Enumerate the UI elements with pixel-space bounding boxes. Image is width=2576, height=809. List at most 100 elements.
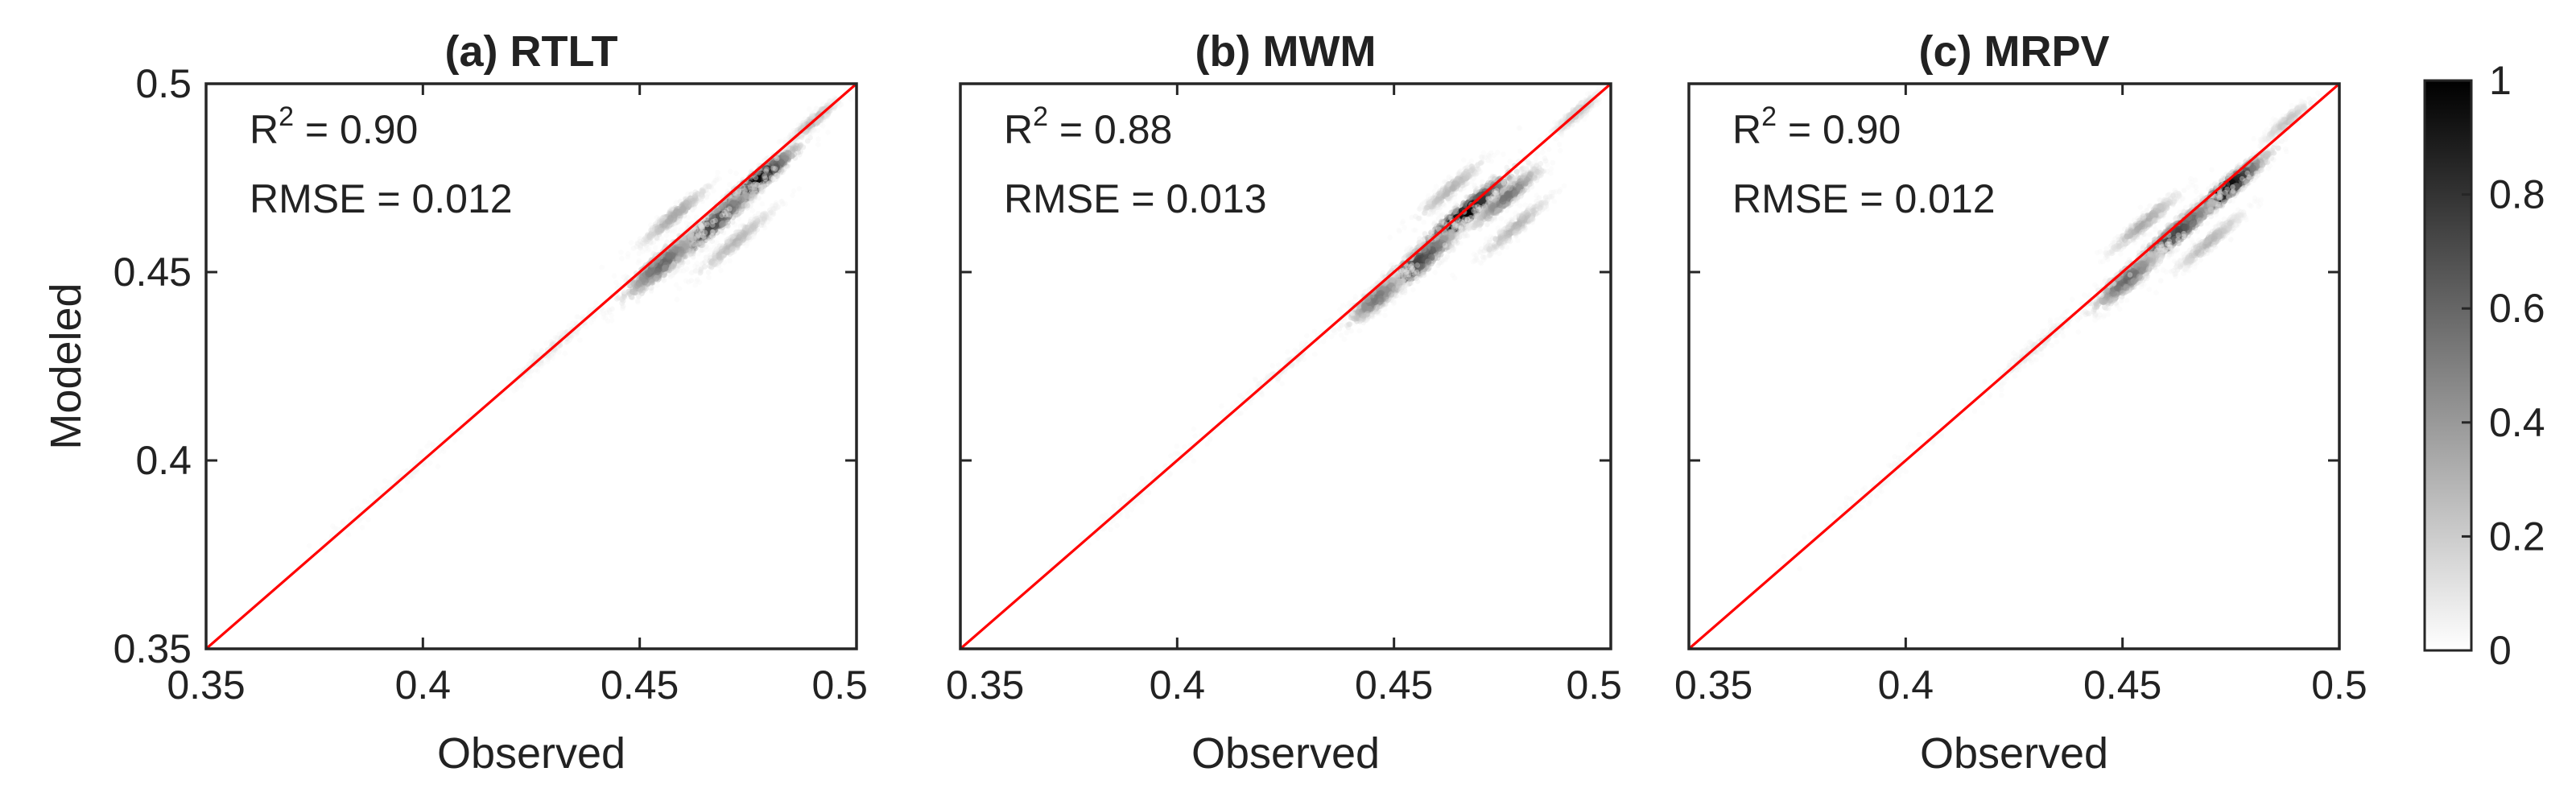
- density-point: [848, 93, 854, 99]
- density-point: [1505, 208, 1510, 213]
- density-point: [702, 259, 708, 265]
- x-tick-label: 0.5: [811, 662, 868, 708]
- density-point: [1388, 291, 1394, 298]
- density-point: [665, 218, 671, 225]
- density-point: [607, 309, 613, 315]
- density-point: [737, 232, 743, 238]
- density-point: [1550, 160, 1556, 166]
- density-point: [1501, 180, 1507, 186]
- density-point: [1500, 197, 1507, 204]
- density-point: [859, 81, 865, 87]
- density-point: [1397, 293, 1402, 299]
- density-point: [1514, 169, 1520, 175]
- density-point: [1452, 192, 1458, 197]
- density-point: [706, 270, 712, 275]
- density-point: [1491, 153, 1496, 159]
- density-point: [770, 166, 776, 171]
- density-point: [1396, 283, 1402, 288]
- density-point: [1494, 188, 1500, 193]
- density-point: [1480, 180, 1485, 185]
- density-point: [355, 506, 361, 511]
- density-point: [436, 464, 441, 469]
- density-point: [739, 208, 745, 214]
- density-point: [1431, 221, 1437, 227]
- density-point: [750, 208, 756, 213]
- density-point: [1458, 225, 1463, 230]
- density-point: [600, 265, 605, 270]
- density-point: [1404, 246, 1410, 252]
- reference-line-layer: [206, 84, 857, 649]
- density-point: [764, 167, 770, 172]
- density-point: [1397, 229, 1402, 234]
- density-point: [1540, 150, 1546, 155]
- density-point: [653, 246, 658, 251]
- density-point: [384, 496, 390, 501]
- density-point: [815, 136, 821, 142]
- density-point: [745, 225, 750, 231]
- density-point: [1476, 208, 1481, 213]
- density-point: [677, 210, 683, 217]
- density-point: [662, 265, 668, 271]
- density-point: [1337, 326, 1343, 332]
- density-point: [1394, 274, 1400, 280]
- density-point: [1461, 157, 1467, 163]
- density-point: [1342, 336, 1348, 342]
- density-point: [726, 213, 732, 218]
- density-point: [1548, 171, 1554, 176]
- density-point: [653, 275, 659, 282]
- density-point: [690, 207, 696, 213]
- density-point: [704, 222, 710, 228]
- density-point: [719, 213, 724, 218]
- density-point: [430, 442, 436, 448]
- density-point: [1344, 330, 1349, 336]
- density-point: [1348, 328, 1354, 334]
- density-point: [1530, 161, 1535, 167]
- density-point: [676, 218, 682, 224]
- density-point: [781, 201, 786, 207]
- density-point: [800, 144, 806, 150]
- density-point: [635, 260, 641, 266]
- panel-title: (a) RTLT: [445, 27, 618, 76]
- density-point: [577, 337, 583, 343]
- density-point: [1506, 185, 1513, 192]
- y-tick-label: 0.4: [135, 438, 192, 483]
- density-point: [700, 189, 706, 195]
- density-point: [698, 270, 704, 275]
- density-point: [654, 215, 660, 221]
- density-point: [1517, 126, 1523, 131]
- rmse-label: RMSE = 0.012: [250, 176, 513, 221]
- density-point: [762, 175, 768, 181]
- density-point: [1443, 242, 1448, 248]
- density-point: [827, 98, 832, 104]
- density-point: [685, 259, 691, 265]
- density-point: [1402, 266, 1408, 272]
- density-point: [1406, 275, 1412, 281]
- density-point: [649, 279, 655, 286]
- density-point: [1382, 307, 1388, 312]
- density-point: [771, 176, 777, 182]
- x-axis-label: Observed: [437, 729, 625, 778]
- density-point: [807, 106, 812, 112]
- density-point: [398, 488, 403, 493]
- density-point: [1462, 233, 1468, 239]
- density-point: [730, 246, 736, 252]
- density-point: [749, 198, 754, 204]
- density-point: [535, 369, 541, 374]
- y-tick-label: 0.35: [114, 626, 192, 671]
- density-point: [629, 240, 634, 246]
- density-point: [661, 278, 667, 283]
- density-point: [784, 165, 790, 171]
- density-point: [1449, 233, 1455, 240]
- density-point: [1521, 151, 1526, 157]
- density-point: [619, 256, 625, 262]
- density-point: [612, 273, 617, 279]
- density-point: [360, 525, 365, 530]
- density-point: [692, 192, 698, 198]
- x-tick-label: 0.4: [395, 662, 452, 708]
- density-point: [1414, 270, 1420, 275]
- density-point: [1530, 166, 1536, 171]
- density-point: [710, 222, 716, 228]
- density-point: [698, 223, 704, 229]
- density-point: [708, 260, 714, 266]
